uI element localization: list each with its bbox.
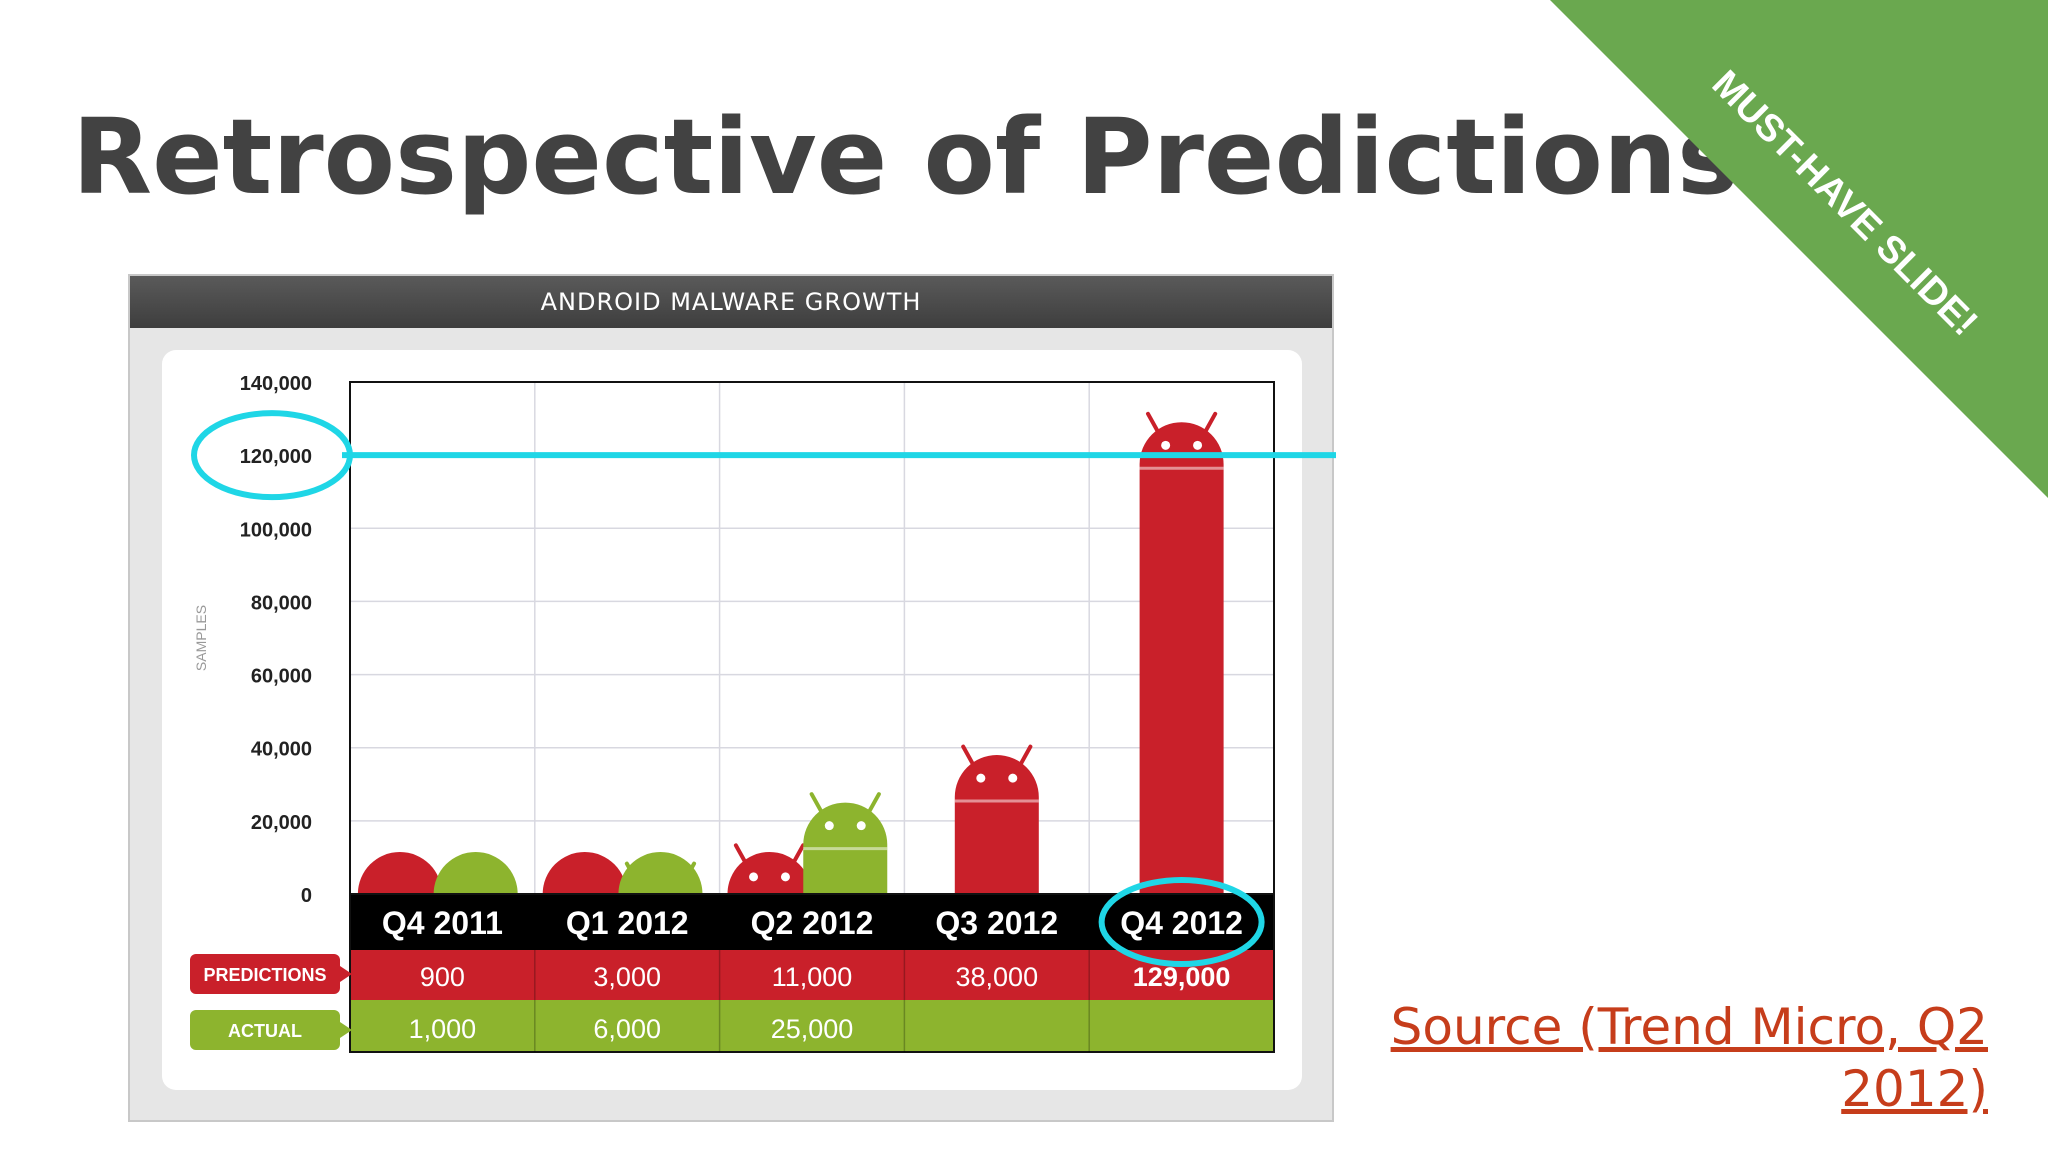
predictions-row (350, 950, 1274, 1000)
plot-border (349, 381, 1275, 895)
predictions-tag (190, 954, 340, 994)
actual-row (350, 1000, 1274, 1052)
actual-bar-eye-left (824, 821, 834, 831)
prediction-bar-body (954, 755, 1039, 894)
actual-legend-label: ACTUAL (228, 1021, 302, 1041)
prediction-value-label: 11,000 (772, 962, 853, 992)
prediction-bar-antenna-left (961, 744, 976, 768)
prediction-bar-eye-left (749, 872, 759, 882)
actual-value-label: 1,000 (409, 1014, 477, 1044)
prediction-bar-eye-left (976, 773, 986, 783)
badge-triangle (1550, 0, 2048, 498)
y-tick-label: 20,000 (251, 812, 312, 834)
category-label: Q3 2012 (935, 905, 1058, 941)
y-tick-label: 120,000 (240, 446, 312, 468)
highlight-circle-ytick (191, 410, 353, 501)
prediction-bar-antenna-right (1017, 744, 1033, 768)
actual-bar-body (433, 852, 518, 894)
prediction-bar-body (727, 852, 812, 894)
category-label: Q4 2012 (1120, 905, 1243, 941)
actual-bar-body (618, 852, 703, 894)
actual-value-label: 25,000 (771, 1014, 854, 1044)
y-axis-label: SAMPLES (193, 605, 209, 671)
prediction-bar-eye-right (1193, 440, 1203, 450)
prediction-bar-antenna-left (1146, 411, 1161, 435)
prediction-value-label: 38,000 (956, 962, 1039, 992)
category-row (350, 894, 1274, 950)
actual-bar-antenna-left (809, 792, 825, 816)
actual-tag (190, 1010, 340, 1050)
prediction-bar-antenna-right (1202, 411, 1218, 435)
prediction-bar-eye-left (1161, 440, 1171, 450)
actual-bar-eye-right (856, 821, 866, 831)
actual-bar-antenna-right (866, 792, 881, 816)
predictions-tag-arrow (340, 966, 352, 982)
actual-value-label: 6,000 (593, 1014, 661, 1044)
category-label: Q1 2012 (566, 905, 689, 941)
chart-svg: 0 20,000 40,000 60,000 80,000 100,000 120,000 1… (190, 373, 1336, 1053)
y-tick-label: 140,000 (240, 373, 312, 395)
prediction-value-label: 3,000 (593, 962, 661, 992)
chart-frame: ANDROID MALWARE GROWTH 0 20,000 40,000 60,0… (128, 274, 1336, 1122)
prediction-bar-body (357, 852, 442, 894)
category-label: Q4 2011 (382, 905, 503, 941)
chart-title: ANDROID MALWARE GROWTH (130, 276, 1332, 328)
actual-tag-arrow (340, 1022, 352, 1038)
predictions-legend-label: PREDICTIONS (203, 965, 326, 985)
y-tick-label: 0 (301, 885, 312, 907)
y-tick-label: 60,000 (251, 666, 312, 688)
slide-title: Retrospective of Predictions (72, 96, 1739, 218)
prediction-bar-body (1139, 422, 1224, 894)
category-label: Q2 2012 (751, 905, 874, 941)
prediction-bar-eye-right (780, 872, 790, 882)
y-tick-label: 40,000 (251, 739, 312, 761)
highlight-circle-category (1098, 877, 1265, 967)
prediction-bar-eye-right (1008, 773, 1018, 783)
source-link[interactable]: Source (Trend Micro, Q2 2012) (1390, 998, 1988, 1118)
prediction-value-label: 900 (420, 962, 465, 992)
y-tick-label: 80,000 (251, 592, 312, 614)
prediction-bar-body (542, 852, 627, 894)
y-tick-label: 100,000 (240, 519, 312, 541)
